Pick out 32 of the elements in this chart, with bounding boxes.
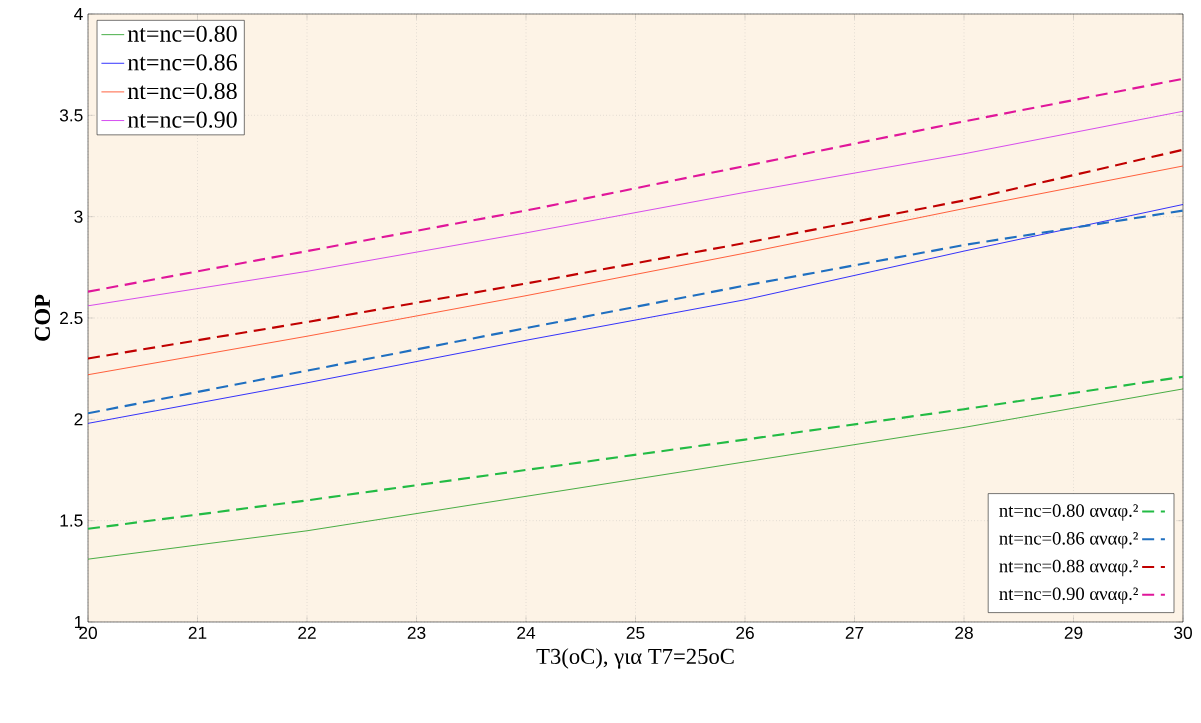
legend-label: nt=nc=0.90 αναφ.²	[999, 587, 1138, 604]
x-tick-label: 28	[955, 626, 973, 639]
x-tick-label: 21	[188, 626, 207, 639]
x-axis-title: T3(oC), για T7=25oC	[536, 648, 734, 669]
y-tick-label: 4	[74, 8, 83, 20]
x-tick-label: 26	[736, 626, 754, 639]
y-tick-label: 1	[74, 616, 83, 628]
line-series	[88, 388, 1184, 560]
x-tick-label: 25	[626, 626, 645, 639]
x-tick-label: 23	[407, 626, 426, 639]
y-tick-label: 2.5	[60, 311, 83, 325]
x-tick-label: 24	[517, 626, 536, 639]
x-tick-label: 27	[845, 626, 864, 639]
legend-label: nt=nc=0.88	[127, 82, 237, 100]
legend-label: nt=nc=0.86	[127, 54, 237, 71]
y-tick-label: 3.5	[59, 109, 83, 122]
x-tick-label: 20	[79, 626, 97, 639]
x-tick-label: 29	[1064, 626, 1083, 639]
x-tick-label: 22	[298, 626, 316, 639]
line-series	[88, 375, 1184, 530]
y-tick-label: 2	[74, 413, 83, 426]
line-series	[88, 77, 1184, 293]
y-tick-label: 3	[74, 210, 83, 223]
legend-label: nt=nc=0.90	[127, 111, 237, 128]
line-series	[88, 110, 1184, 307]
legend-label: nt=nc=0.86 αναφ.²	[999, 532, 1138, 549]
x-tick-label: 30	[1174, 626, 1192, 639]
legend-label: nt=nc=0.80 αναφ.²	[999, 504, 1138, 521]
y-axis-title: COP	[34, 294, 51, 341]
legend-label: nt=nc=0.80	[127, 25, 237, 42]
y-tick-label: 1.5	[60, 514, 83, 527]
legend-label: nt=nc=0.88 αναφ.²	[999, 559, 1138, 577]
